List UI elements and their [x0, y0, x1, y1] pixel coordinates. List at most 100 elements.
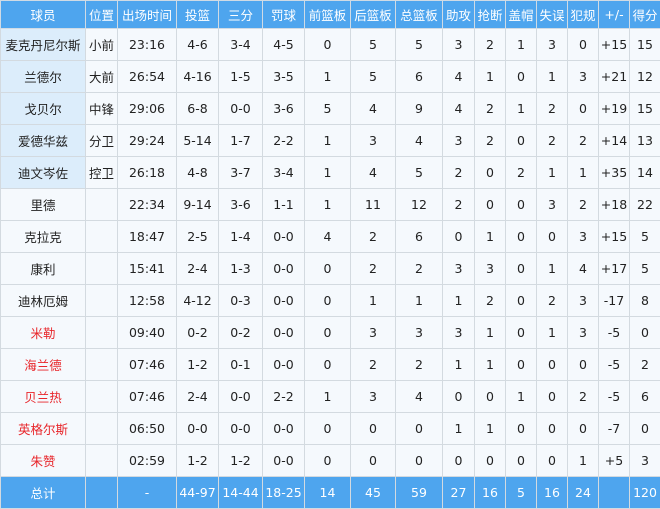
- column-header[interactable]: 投篮: [177, 1, 219, 29]
- stat-cell: 2: [396, 349, 443, 381]
- player-name: 克拉克: [1, 221, 86, 253]
- column-header[interactable]: 出场时间: [118, 1, 177, 29]
- column-header[interactable]: 前篮板: [305, 1, 351, 29]
- stat-cell: 16: [537, 477, 568, 509]
- stat-cell: 0: [443, 445, 475, 477]
- stat-cell: 3: [568, 317, 599, 349]
- player-name: 麦克丹尼尔斯: [1, 29, 86, 61]
- stat-cell: 2: [568, 125, 599, 157]
- stat-cell: +21: [599, 61, 630, 93]
- stat-cell: 2: [475, 285, 506, 317]
- stat-cell: 4-8: [177, 157, 219, 189]
- player-name: 兰德尔: [1, 61, 86, 93]
- stat-cell: 2: [396, 253, 443, 285]
- column-header[interactable]: 罚球: [263, 1, 305, 29]
- stat-cell: 0: [506, 253, 537, 285]
- stat-cell: 3: [475, 253, 506, 285]
- stat-cell: 0: [506, 189, 537, 221]
- stat-cell: 45: [351, 477, 396, 509]
- stat-cell: 5: [396, 157, 443, 189]
- stat-cell: 3: [443, 253, 475, 285]
- stat-cell: 1-4: [219, 221, 263, 253]
- stat-cell: 0-0: [219, 381, 263, 413]
- stat-cell: 0-0: [219, 413, 263, 445]
- stat-cell: 0: [443, 381, 475, 413]
- column-header[interactable]: +/-: [599, 1, 630, 29]
- stat-cell: 4: [351, 157, 396, 189]
- stat-cell: 1: [537, 61, 568, 93]
- player-name: 米勒: [1, 317, 86, 349]
- stat-cell: 3-7: [219, 157, 263, 189]
- stat-cell: 29:24: [118, 125, 177, 157]
- column-header[interactable]: 盖帽: [506, 1, 537, 29]
- column-header[interactable]: 后篮板: [351, 1, 396, 29]
- stat-cell: 2-2: [263, 381, 305, 413]
- stat-cell: -5: [599, 317, 630, 349]
- stat-cell: 3-6: [219, 189, 263, 221]
- column-header[interactable]: 位置: [86, 1, 118, 29]
- stat-cell: 1: [475, 349, 506, 381]
- stat-cell: -7: [599, 413, 630, 445]
- stat-cell: 2: [443, 157, 475, 189]
- stat-cell: 0: [506, 285, 537, 317]
- column-header[interactable]: 三分: [219, 1, 263, 29]
- stat-cell: 23:16: [118, 29, 177, 61]
- stat-cell: 1: [305, 125, 351, 157]
- stat-cell: 4: [396, 381, 443, 413]
- stat-cell: 0: [506, 445, 537, 477]
- stat-cell: 14: [630, 157, 660, 189]
- stat-cell: 2: [351, 221, 396, 253]
- stat-cell: 15: [630, 29, 660, 61]
- stat-cell: 9: [396, 93, 443, 125]
- stat-cell: 3: [351, 381, 396, 413]
- stat-cell: 8: [630, 285, 660, 317]
- stat-cell: 2: [568, 381, 599, 413]
- player-name: 英格尔斯: [1, 413, 86, 445]
- stat-cell: 5: [396, 29, 443, 61]
- stat-cell: 44-97: [177, 477, 219, 509]
- column-header[interactable]: 助攻: [443, 1, 475, 29]
- stat-cell: 1: [506, 29, 537, 61]
- position: [86, 445, 118, 477]
- column-header[interactable]: 失误: [537, 1, 568, 29]
- column-header[interactable]: 抢断: [475, 1, 506, 29]
- stat-cell: 09:40: [118, 317, 177, 349]
- stat-cell: 0: [305, 29, 351, 61]
- stat-cell: 13: [630, 125, 660, 157]
- column-header[interactable]: 球员: [1, 1, 86, 29]
- stat-cell: +5: [599, 445, 630, 477]
- stat-cell: 1: [475, 61, 506, 93]
- stat-cell: 6: [630, 381, 660, 413]
- column-header[interactable]: 犯规: [568, 1, 599, 29]
- stat-cell: 2: [475, 93, 506, 125]
- player-name: 里德: [1, 189, 86, 221]
- stat-cell: 26:18: [118, 157, 177, 189]
- stat-cell: +15: [599, 29, 630, 61]
- stat-cell: 1-7: [219, 125, 263, 157]
- stat-cell: 18:47: [118, 221, 177, 253]
- stat-cell: 0-0: [263, 221, 305, 253]
- stat-cell: 2-4: [177, 253, 219, 285]
- stat-cell: 0: [351, 445, 396, 477]
- column-header[interactable]: 得分: [630, 1, 660, 29]
- stat-cell: 1: [351, 285, 396, 317]
- stat-cell: 0-3: [219, 285, 263, 317]
- stat-cell: 0: [443, 221, 475, 253]
- column-header[interactable]: 总篮板: [396, 1, 443, 29]
- stat-cell: 0: [537, 381, 568, 413]
- stat-cell: 1-2: [177, 349, 219, 381]
- stat-cell: 26:54: [118, 61, 177, 93]
- stat-cell: 14: [305, 477, 351, 509]
- stat-cell: 22: [630, 189, 660, 221]
- stat-cell: 15:41: [118, 253, 177, 285]
- stat-cell: 1-2: [177, 445, 219, 477]
- player-name: 戈贝尔: [1, 93, 86, 125]
- stat-cell: 18-25: [263, 477, 305, 509]
- stat-cell: 2: [630, 349, 660, 381]
